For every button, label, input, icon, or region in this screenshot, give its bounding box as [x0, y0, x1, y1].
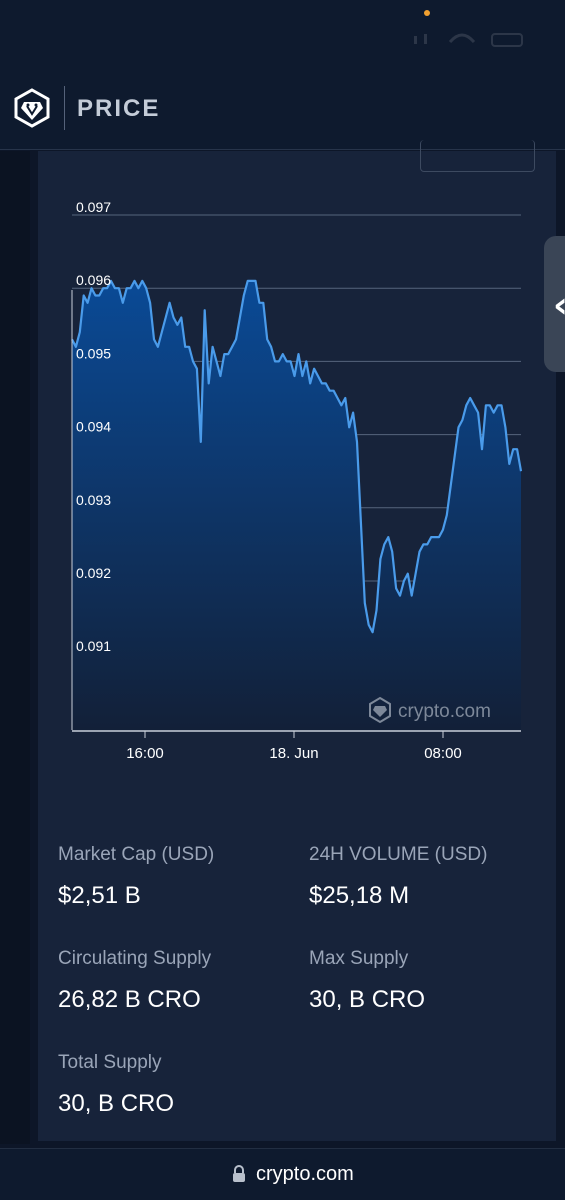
y-tick-label: 0.092 — [76, 565, 111, 581]
price-line — [71, 279, 523, 634]
chevron-left-icon[interactable]: ‹ — [553, 285, 565, 326]
volume-24h-value: $25,18 M — [309, 882, 410, 909]
circulating-supply-value: 26,82 B CRO — [58, 986, 201, 1013]
x-tick-label: 18. Jun — [269, 745, 318, 762]
crypto-com-lion-shield-icon[interactable] — [12, 88, 52, 128]
y-tick-label: 0.097 — [76, 199, 111, 215]
crypto-com-watermark-icon — [369, 696, 391, 724]
page-title: PRICE — [77, 95, 161, 122]
max-supply-label: Max Supply — [309, 948, 409, 969]
market-cap-value: $2,51 B — [58, 882, 141, 909]
y-tick-label: 0.094 — [76, 419, 111, 435]
market-cap-label: Market Cap (USD) — [58, 844, 215, 865]
watermark-text: crypto.com — [398, 701, 491, 722]
side-panel-handle[interactable] — [544, 236, 565, 372]
time-range-button[interactable] — [420, 140, 535, 172]
watermark: crypto.com — [369, 696, 491, 724]
left-background-strip — [0, 151, 30, 1144]
total-supply-value: 30, B CRO — [58, 1090, 175, 1117]
y-tick-label: 0.096 — [76, 272, 111, 288]
volume-24h-label: 24H VOLUME (USD) — [309, 844, 488, 865]
status-bar — [0, 0, 565, 70]
price-chart[interactable]: 0.097 0.096 0.095 0.094 0.093 0.092 0.091 16:0… — [0, 0, 565, 800]
app-header: PRICE — [0, 70, 565, 150]
y-axis-labels: 0.097 0.096 0.095 0.094 0.093 0.092 0.091 — [76, 199, 111, 654]
price-area-fill — [72, 280, 521, 730]
y-tick-label: 0.091 — [76, 638, 111, 654]
browser-url-bar[interactable]: crypto.com — [0, 1148, 565, 1200]
x-tick-label: 16:00 — [126, 745, 164, 762]
y-tick-label: 0.095 — [76, 345, 111, 361]
max-supply-value: 30, B CRO — [309, 986, 426, 1013]
header-divider — [64, 86, 65, 130]
lock-icon — [233, 1165, 245, 1182]
x-tick-label: 08:00 — [424, 745, 462, 762]
crypto-com-watermark-icon-inner — [373, 706, 387, 717]
status-icons — [414, 33, 523, 47]
url-text[interactable]: crypto.com — [256, 1163, 354, 1185]
circulating-supply-label: Circulating Supply — [58, 948, 212, 969]
y-tick-label: 0.093 — [76, 492, 111, 508]
x-axis-labels: 16:00 18. Jun 08:00 — [126, 731, 462, 762]
recording-dot-icon — [424, 10, 430, 16]
total-supply-label: Total Supply — [58, 1052, 162, 1073]
